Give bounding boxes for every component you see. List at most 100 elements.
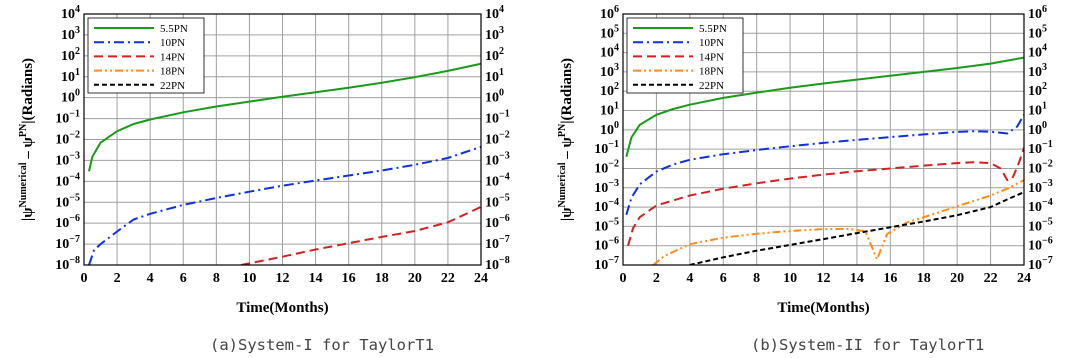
y-tick-label-left: 104 <box>600 43 619 61</box>
series-line-18PN <box>652 179 1024 265</box>
y-tick-label-left: 10−4 <box>55 171 80 189</box>
x-axis-label: Time(Months) <box>236 300 328 316</box>
y-axis-label: |ψNumerical – ψPN|(Radians) <box>557 58 575 221</box>
y-tick-label-right: 10−3 <box>485 150 510 168</box>
legend-label-14PN: 14PN <box>699 51 724 63</box>
x-tick-label: 2 <box>653 271 660 286</box>
y-tick-label-right: 10−7 <box>485 234 510 252</box>
y-tick-label-left: 100 <box>600 120 619 138</box>
y-tick-label-left: 10−7 <box>55 234 80 252</box>
legend-label-22PN: 22PN <box>699 80 724 92</box>
series-line-22PN <box>689 191 1024 265</box>
y-tick-label-right: 10−6 <box>1028 236 1053 254</box>
series-line-5.5PN <box>625 56 1024 158</box>
y-tick-label-left: 102 <box>600 81 619 99</box>
y-tick-label-right: 10−1 <box>485 109 510 127</box>
x-tick-label: 10 <box>783 271 797 286</box>
x-tick-label: 6 <box>180 271 187 286</box>
y-tick-label-left: 101 <box>600 101 619 119</box>
y-tick-label-right: 101 <box>1028 101 1047 119</box>
legend-label-10PN: 10PN <box>160 37 185 49</box>
y-tick-label-right: 102 <box>485 46 504 64</box>
x-tick-label: 0 <box>620 271 627 286</box>
x-tick-label: 16 <box>883 271 897 286</box>
x-tick-label: 20 <box>408 271 422 286</box>
x-tick-label: 18 <box>375 271 389 286</box>
legend-label-14PN: 14PN <box>160 51 185 63</box>
y-tick-label-right: 10−7 <box>1028 255 1053 273</box>
figure-caption: (b)System-II for TaylorT1 <box>751 336 984 354</box>
x-axis-label: Time(Months) <box>777 300 869 316</box>
y-tick-label-right: 106 <box>1028 4 1047 22</box>
y-tick-label-left: 10−1 <box>594 139 619 157</box>
x-tick-label: 2 <box>114 271 121 286</box>
x-tick-label: 4 <box>147 271 154 286</box>
x-tick-label: 20 <box>950 271 964 286</box>
y-tick-label-right: 10−2 <box>485 130 510 148</box>
x-tick-label: 12 <box>276 271 290 286</box>
legend: 5.5PN 10PN 14PN 18PN 22PN <box>87 17 205 94</box>
y-tick-label-right: 10−4 <box>485 171 510 189</box>
legend-label-22PN: 22PN <box>160 80 185 92</box>
series-line-14PN <box>627 147 1024 246</box>
series-line-10PN <box>625 114 1024 216</box>
y-tick-label-left: 10−4 <box>594 197 619 215</box>
y-tick-label-left: 105 <box>600 23 619 41</box>
y-tick-label-left: 10−5 <box>55 192 80 210</box>
y-tick-label-left: 10−7 <box>594 255 619 273</box>
y-tick-label-right: 10−2 <box>1028 158 1053 176</box>
y-tick-label-left: 103 <box>600 62 619 80</box>
x-tick-label: 0 <box>81 271 88 286</box>
y-tick-label-right: 10−8 <box>485 255 510 273</box>
y-axis-label: |ψNumerical – ψPN|(Radians) <box>18 58 36 221</box>
y-tick-label-left: 10−3 <box>594 178 619 196</box>
y-tick-label-right: 10−5 <box>485 192 510 210</box>
y-tick-label-left: 101 <box>61 67 80 85</box>
y-tick-label-right: 100 <box>1028 120 1047 138</box>
legend: 5.5PN 10PN 14PN 18PN 22PN <box>626 17 744 94</box>
x-tick-label: 22 <box>441 271 455 286</box>
y-tick-label-right: 101 <box>485 67 504 85</box>
legend-box <box>87 17 205 94</box>
x-tick-label: 18 <box>917 271 931 286</box>
x-tick-label: 10 <box>242 271 256 286</box>
legend-label-18PN: 18PN <box>699 66 724 78</box>
x-tick-label: 24 <box>1017 271 1031 286</box>
x-tick-label: 14 <box>850 271 864 286</box>
x-tick-label: 12 <box>817 271 831 286</box>
y-tick-label-left: 10−1 <box>55 109 80 127</box>
y-tick-label-left: 10−8 <box>55 255 80 273</box>
y-tick-label-left: 104 <box>61 4 80 22</box>
y-tick-label-right: 100 <box>485 88 504 106</box>
legend-label-10PN: 10PN <box>699 37 724 49</box>
y-tick-label-right: 10−6 <box>485 213 510 231</box>
y-tick-label-right: 104 <box>1028 43 1047 61</box>
y-tick-label-left: 103 <box>61 25 80 43</box>
plot-frame <box>622 13 1025 266</box>
legend-label-5.5PN: 5.5PN <box>160 23 188 35</box>
y-tick-label-right: 10−3 <box>1028 178 1053 196</box>
y-tick-label-right: 105 <box>1028 23 1047 41</box>
x-tick-label: 24 <box>474 271 488 286</box>
y-tick-label-left: 10−2 <box>55 130 80 148</box>
y-tick-label-left: 10−6 <box>55 213 80 231</box>
legend-label-18PN: 18PN <box>160 66 185 78</box>
series-line-5.5PN <box>88 62 481 172</box>
y-tick-label-left: 10−2 <box>594 158 619 176</box>
y-tick-label-right: 102 <box>1028 81 1047 99</box>
x-tick-label: 16 <box>342 271 356 286</box>
x-tick-label: 6 <box>720 271 727 286</box>
y-tick-label-left: 10−5 <box>594 216 619 234</box>
y-tick-label-right: 103 <box>1028 62 1047 80</box>
y-tick-label-left: 10−3 <box>55 150 80 168</box>
legend-label-5.5PN: 5.5PN <box>699 23 727 35</box>
x-tick-label: 14 <box>309 271 323 286</box>
y-tick-label-left: 100 <box>61 88 80 106</box>
series-line-10PN <box>88 145 481 265</box>
y-tick-label-right: 10−4 <box>1028 197 1053 215</box>
x-tick-label: 8 <box>213 271 220 286</box>
y-tick-label-left: 10−6 <box>594 236 619 254</box>
